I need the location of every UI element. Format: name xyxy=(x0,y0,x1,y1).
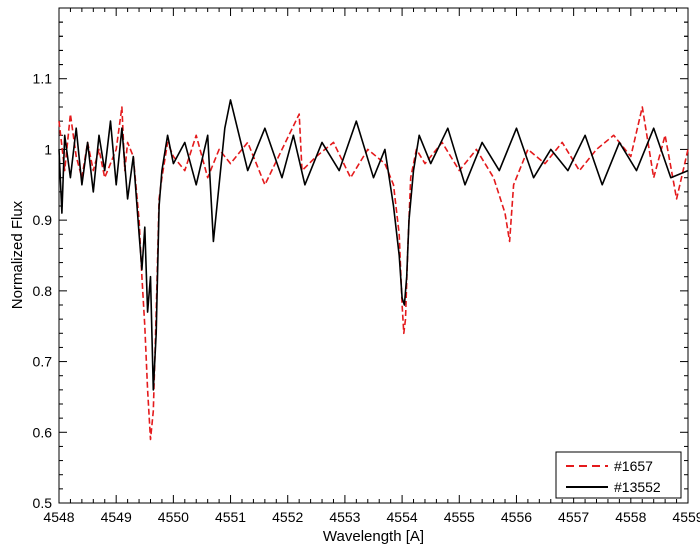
x-tick-label: 4549 xyxy=(101,509,132,525)
y-tick-label: 0.7 xyxy=(33,354,53,370)
x-tick-label: 4552 xyxy=(272,509,303,525)
legend-label-13552: #13552 xyxy=(614,479,661,495)
legend-label-1657: #1657 xyxy=(614,458,653,474)
series-layer xyxy=(58,99,689,441)
y-axis-title: Normalized Flux xyxy=(9,200,26,309)
y-tick-label: 0.6 xyxy=(33,424,53,440)
legend: #1657 #13552 xyxy=(555,451,682,499)
y-axis-ticks: 0.5 0.6 0.7 0.8 0.9 1 1.1 xyxy=(33,21,688,511)
x-tick-label: 4555 xyxy=(444,509,475,525)
legend-box xyxy=(555,451,682,499)
x-tick-label: 4550 xyxy=(158,509,189,525)
x-tick-label: 4558 xyxy=(615,509,646,525)
y-tick-label: 0.9 xyxy=(33,212,53,228)
series-line-1657 xyxy=(58,106,689,441)
x-tick-label: 4557 xyxy=(558,509,589,525)
series-line-13552 xyxy=(58,99,689,391)
y-tick-label: 1 xyxy=(44,141,52,157)
x-tick-label: 4548 xyxy=(43,509,74,525)
x-tick-label: 4556 xyxy=(501,509,532,525)
x-tick-label: 4559 xyxy=(672,509,700,525)
y-tick-label: 1.1 xyxy=(33,71,53,87)
plot-frame xyxy=(58,7,689,504)
x-tick-label: 4553 xyxy=(329,509,360,525)
x-axis-ticks: 4548 4549 4550 4551 4552 4553 4554 4555 4556 4557… xyxy=(43,8,700,525)
y-tick-label: 0.5 xyxy=(33,495,53,511)
x-axis-title: Wavelength [A] xyxy=(323,528,424,545)
y-tick-label: 0.8 xyxy=(33,283,53,299)
x-tick-label: 4554 xyxy=(387,509,418,525)
x-tick-label: 4551 xyxy=(215,509,246,525)
